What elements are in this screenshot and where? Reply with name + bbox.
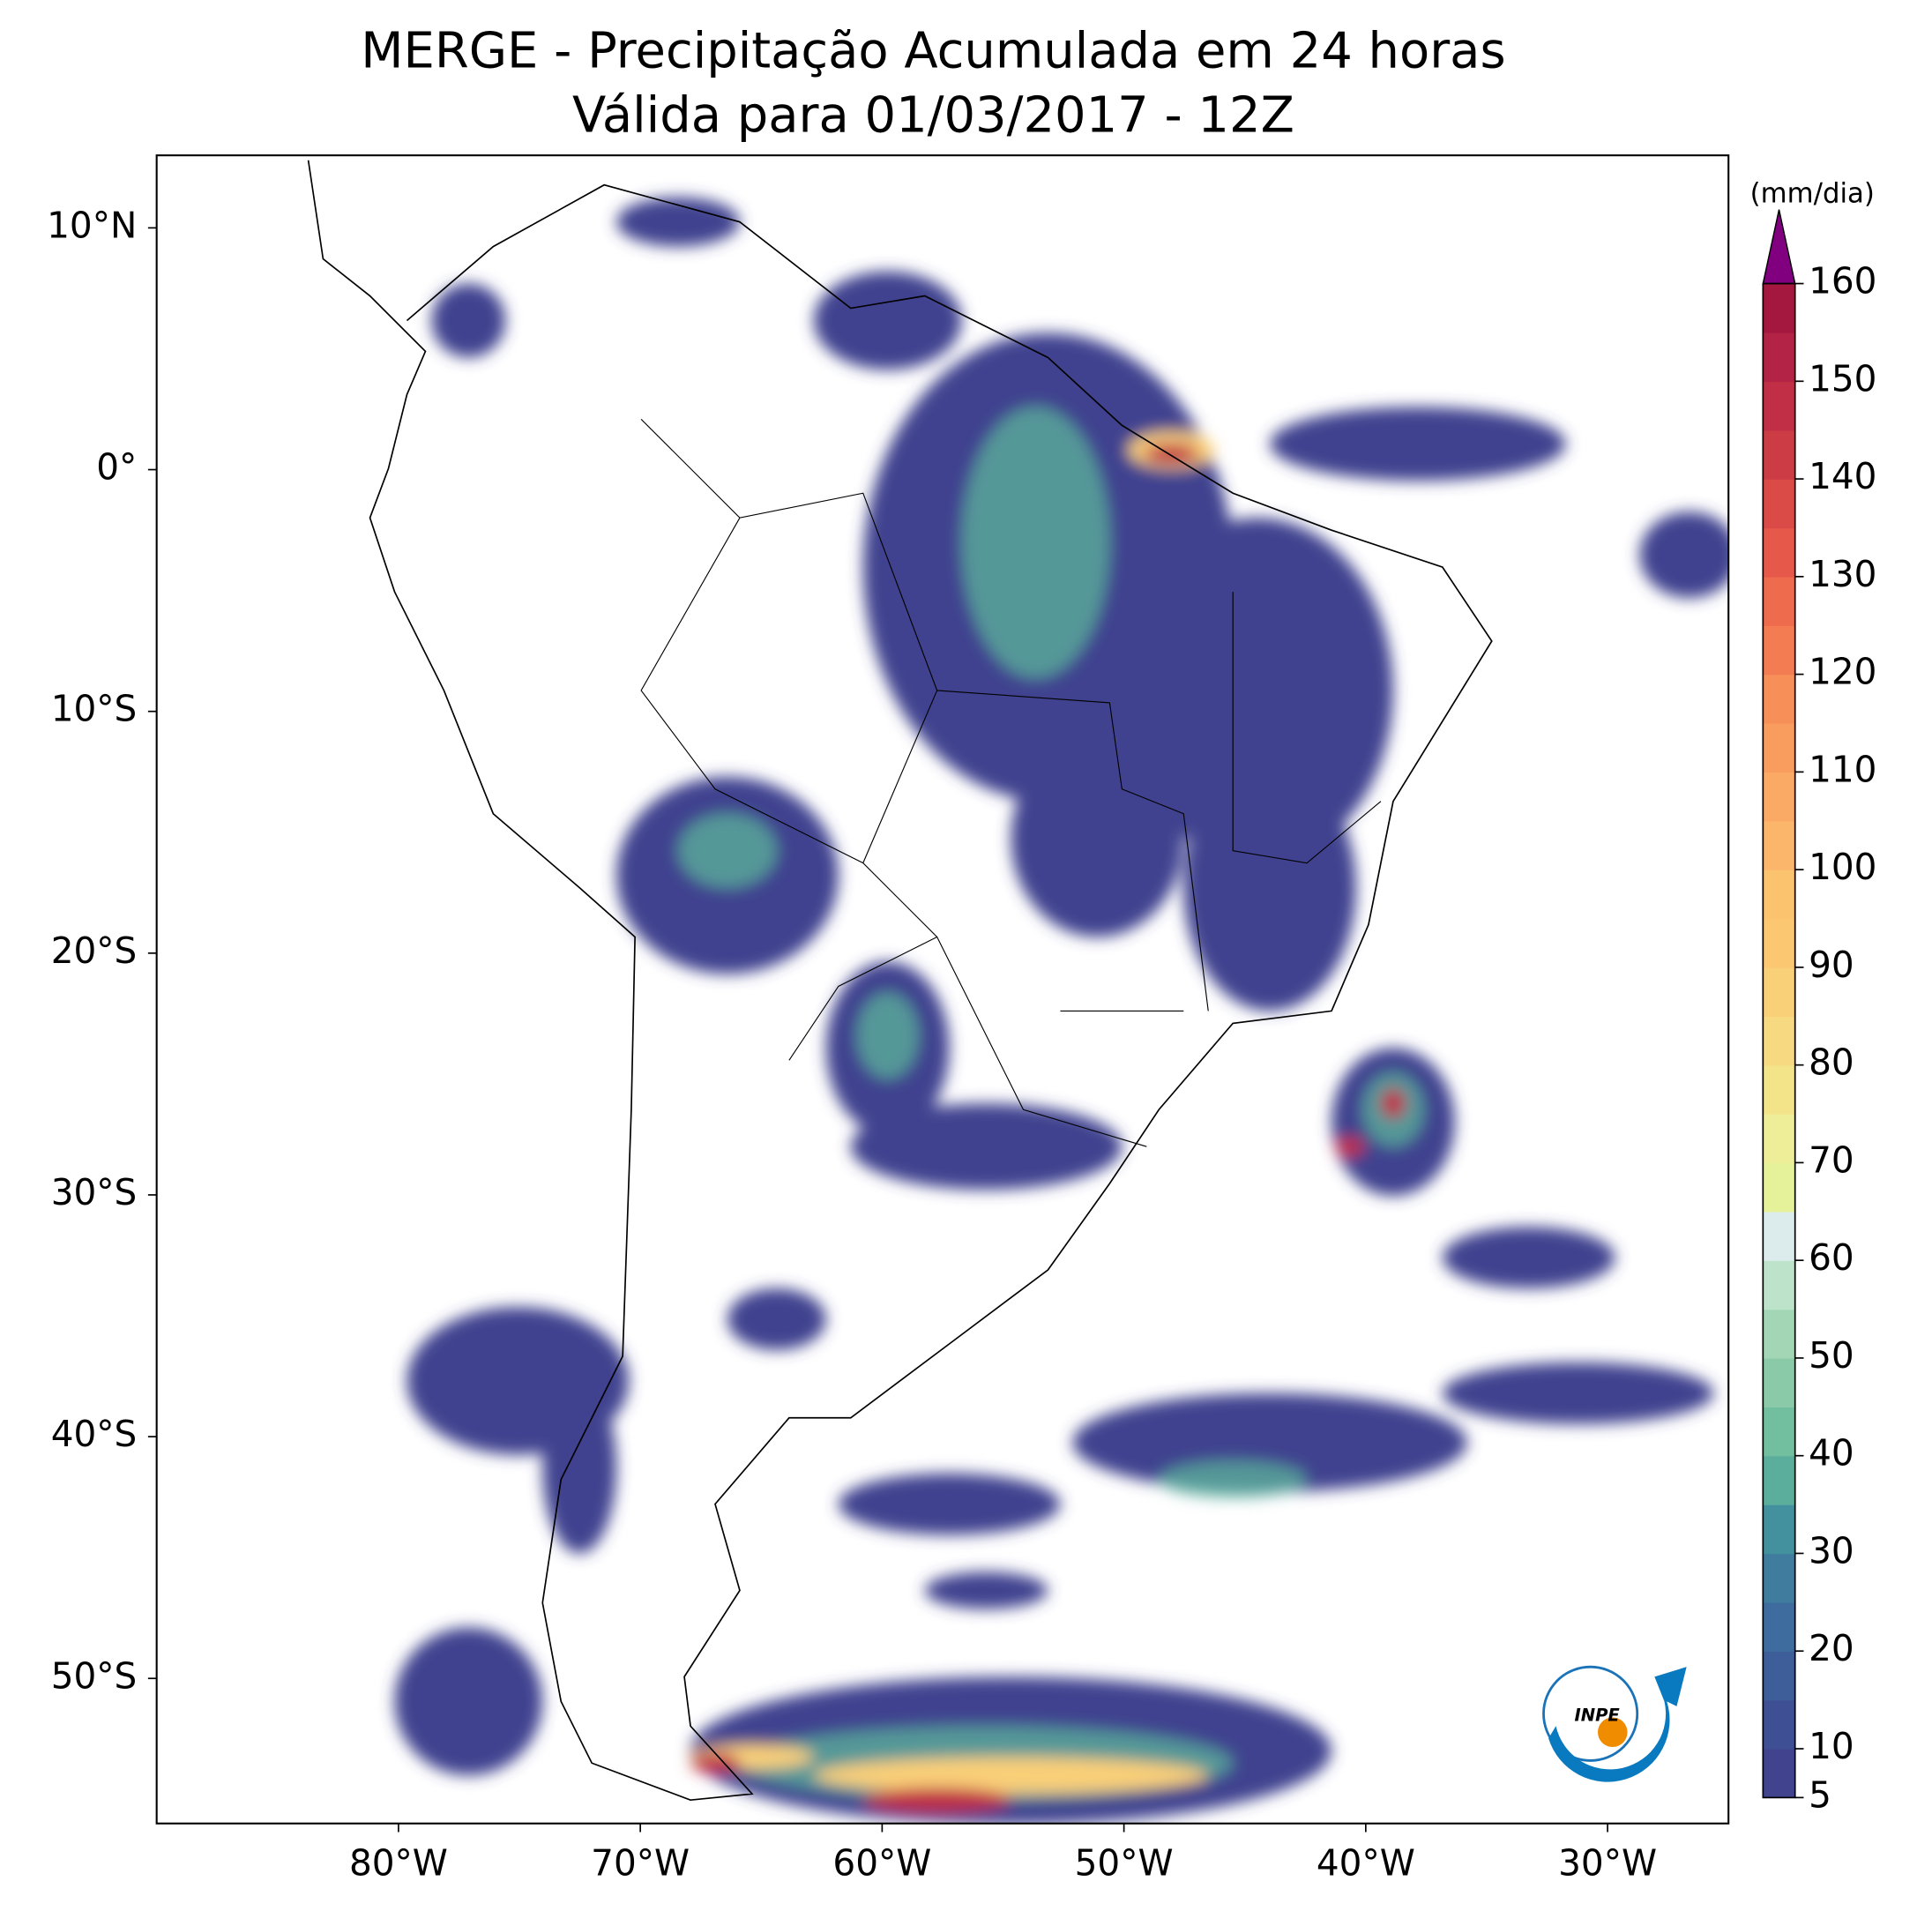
colorbar-tick-label: 110	[1809, 748, 1876, 790]
x-tick-label: 30°W	[1558, 1841, 1657, 1884]
colorbar-band	[1763, 429, 1795, 480]
logo: INPE	[1542, 1665, 1687, 1782]
colorbar-tick-label: 5	[1809, 1773, 1831, 1816]
subtitle: Válida para 01/03/2017 - 12Z	[572, 86, 1294, 144]
colorbar-band	[1763, 1407, 1795, 1457]
colorbar-frame	[1762, 282, 1796, 1799]
colorbar-band	[1763, 1357, 1795, 1408]
x-tick-label: 50°W	[1075, 1841, 1174, 1884]
colorbar-tick-label: 70	[1809, 1138, 1854, 1181]
colorbar-band	[1763, 1309, 1795, 1359]
colorbar-band	[1763, 1455, 1795, 1505]
x-tick-label: 70°W	[591, 1841, 690, 1884]
colorbar-band	[1763, 1260, 1795, 1310]
colorbar-tick-label: 10	[1809, 1725, 1854, 1767]
colorbar-tick-label: 30	[1809, 1529, 1854, 1571]
colorbar-label: (mm/dia)	[1750, 177, 1875, 209]
colorbar-band	[1763, 772, 1795, 822]
x-tick-label: 40°W	[1317, 1841, 1415, 1884]
colorbar-tick-label: 160	[1809, 260, 1876, 302]
colorbar-band	[1763, 1504, 1795, 1555]
colorbar-band	[1763, 820, 1795, 870]
borders	[640, 418, 1382, 1147]
colorbar-band	[1763, 1016, 1795, 1066]
y-tick-label: 30°S	[51, 1171, 138, 1213]
colorbar-band	[1763, 1162, 1795, 1213]
colorbar-band	[1763, 283, 1795, 333]
colorbar-tick-label: 150	[1809, 357, 1876, 399]
y-tick-label: 10°S	[51, 688, 138, 730]
colorbar-band	[1763, 1748, 1795, 1799]
y-tick-label: 10°N	[47, 204, 137, 246]
colorbar-band	[1763, 1114, 1795, 1164]
colorbar-tick-label: 20	[1809, 1627, 1854, 1669]
colorbar-tick-label: 60	[1809, 1236, 1854, 1279]
colorbar-band	[1763, 1064, 1795, 1115]
colorbar-band	[1763, 674, 1795, 724]
colorbar-band	[1763, 527, 1795, 578]
y-tick-label: 20°S	[51, 929, 138, 972]
x-tick-label: 80°W	[349, 1841, 448, 1884]
colorbar-tick-label: 90	[1809, 944, 1854, 986]
colorbar-band	[1763, 1601, 1795, 1652]
colorbar-band	[1763, 1699, 1795, 1750]
colorbar-band	[1763, 332, 1795, 383]
colorbar-band	[1763, 722, 1795, 773]
map-area: INPE	[307, 160, 1729, 1824]
colorbar-tick-label: 100	[1809, 846, 1876, 888]
colorbar-band	[1763, 1553, 1795, 1603]
map-frame	[155, 154, 1730, 1825]
colorbar-band	[1763, 625, 1795, 676]
coastline	[307, 160, 1493, 1802]
x-tick-label: 60°W	[832, 1841, 931, 1884]
colorbar-band	[1763, 1651, 1795, 1701]
y-tick-label: 0°	[96, 446, 137, 489]
colorbar-tick-label: 130	[1809, 553, 1876, 595]
colorbar-tick-label: 50	[1809, 1334, 1854, 1377]
logo-text: INPE	[1574, 1706, 1620, 1726]
colorbar-tick-label: 80	[1809, 1041, 1854, 1084]
colorbar-band	[1763, 576, 1795, 626]
colorbar-band	[1763, 1211, 1795, 1261]
colorbar-band	[1763, 967, 1795, 1017]
colorbar-band	[1763, 479, 1795, 529]
y-tick-label: 40°S	[51, 1413, 138, 1455]
colorbar-band	[1763, 870, 1795, 920]
title: MERGE - Precipitação Acumulada em 24 hor…	[361, 23, 1505, 80]
colorbar-tick-label: 120	[1809, 651, 1876, 693]
colorbar-extend	[1762, 209, 1796, 285]
colorbar-tick-label: 40	[1809, 1432, 1854, 1474]
colorbar-band	[1763, 381, 1795, 431]
colorbar-tick-label: 140	[1809, 455, 1876, 497]
colorbar-band	[1763, 918, 1795, 968]
y-tick-label: 50°S	[51, 1654, 138, 1697]
